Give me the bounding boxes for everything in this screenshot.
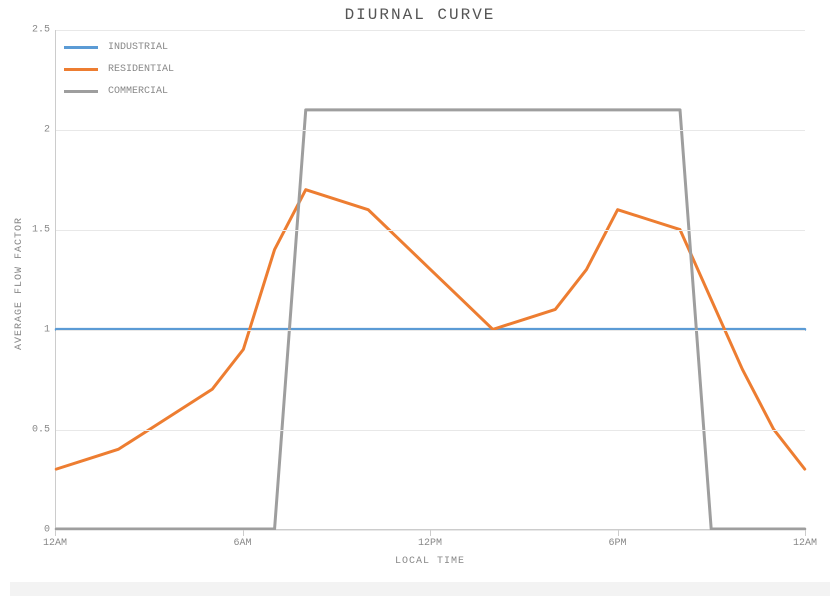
x-axis-label: LOCAL TIME: [395, 556, 465, 567]
diurnal-curve-chart: DIURNAL CURVE AVERAGE FLOW FACTOR INDUST…: [0, 0, 840, 600]
legend-swatch: [64, 46, 98, 49]
y-tick-label: 1: [20, 325, 50, 336]
y-tick-label: 1.5: [20, 225, 50, 236]
x-tick: [243, 530, 244, 536]
x-tick-label: 12PM: [418, 538, 442, 549]
legend-label: RESIDENTIAL: [108, 64, 174, 75]
x-tick: [805, 530, 806, 536]
legend-swatch: [64, 68, 98, 71]
gridline: [56, 330, 805, 331]
y-tick-label: 0: [20, 525, 50, 536]
chart-title: DIURNAL CURVE: [0, 6, 840, 24]
legend-item: COMMERCIAL: [64, 82, 174, 100]
legend-label: COMMERCIAL: [108, 86, 168, 97]
gridline: [56, 430, 805, 431]
gridline: [56, 230, 805, 231]
x-tick-label: 6AM: [233, 538, 251, 549]
x-tick-label: 12AM: [43, 538, 67, 549]
x-tick: [55, 530, 56, 536]
legend-label: INDUSTRIAL: [108, 42, 168, 53]
x-tick-label: 6PM: [608, 538, 626, 549]
y-tick-label: 2: [20, 125, 50, 136]
legend-item: INDUSTRIAL: [64, 38, 174, 56]
bottom-strip: [10, 582, 830, 596]
series-line: [56, 110, 805, 529]
chart-lines-svg: [56, 30, 805, 529]
x-tick: [430, 530, 431, 536]
gridline: [56, 30, 805, 31]
x-tick-label: 12AM: [793, 538, 817, 549]
legend: INDUSTRIAL RESIDENTIAL COMMERCIAL: [64, 38, 174, 104]
x-tick: [618, 530, 619, 536]
legend-item: RESIDENTIAL: [64, 60, 174, 78]
gridline: [56, 130, 805, 131]
y-tick-label: 2.5: [20, 25, 50, 36]
plot-area: INDUSTRIAL RESIDENTIAL COMMERCIAL: [55, 30, 805, 530]
y-tick-label: 0.5: [20, 425, 50, 436]
legend-swatch: [64, 90, 98, 93]
